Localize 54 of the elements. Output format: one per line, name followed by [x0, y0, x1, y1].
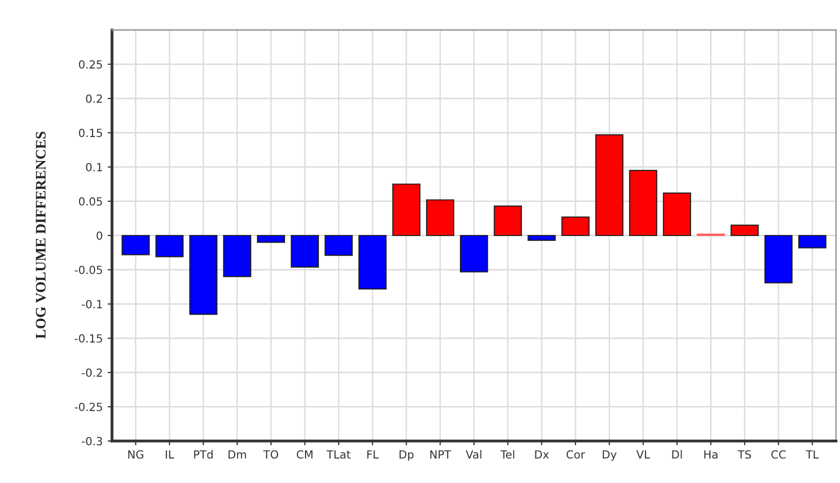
- bar: [662, 192, 692, 236]
- x-tick-label: Dy: [602, 450, 617, 461]
- x-tick-label: PTd: [194, 450, 213, 459]
- y-tick-label: -0.25: [74, 402, 102, 412]
- x-tick-label: TO: [263, 450, 278, 459]
- y-axis-title: LOG VOLUME DIFFERENCES: [36, 132, 46, 339]
- x-tick-label: CC: [771, 450, 786, 459]
- bar: [629, 170, 658, 236]
- bar: [223, 234, 252, 278]
- x-tick-label: Val: [466, 450, 482, 459]
- x-tick-label: IL: [166, 450, 174, 458]
- bar: [764, 234, 793, 284]
- x-tick-label: Dx: [535, 450, 549, 458]
- bar: [392, 184, 420, 236]
- y-tick-label: -0.3: [82, 436, 102, 446]
- y-tick-label: -0.1: [82, 300, 102, 308]
- y-tick-label: -0.15: [74, 334, 102, 343]
- x-tick-label: Dp: [400, 450, 414, 461]
- x-tick-label: Dm: [228, 450, 246, 458]
- x-tick-label: Tel: [500, 450, 514, 459]
- bar: [155, 234, 184, 258]
- bar: [189, 234, 218, 315]
- y-tick-label: 0.1: [86, 162, 102, 172]
- bar: [290, 234, 319, 268]
- bar: [528, 234, 556, 241]
- bar: [122, 234, 150, 256]
- y-tick-label: -0.05: [74, 266, 102, 274]
- x-tick-label: NG: [128, 450, 144, 459]
- bar: [358, 234, 387, 290]
- y-tick-label: 0.05: [78, 197, 102, 206]
- x-tick-label: TS: [738, 450, 751, 459]
- x-tick-label: NPT: [430, 450, 452, 458]
- bar: [324, 234, 353, 256]
- bar: [494, 205, 522, 236]
- bar: [426, 199, 454, 236]
- y-tick-label: 0.2: [86, 94, 102, 103]
- x-tick-label: Ha: [704, 450, 718, 459]
- bar: [798, 234, 826, 248]
- bar: [730, 224, 759, 236]
- bar: [595, 134, 624, 236]
- x-tick-label: VL: [636, 450, 650, 458]
- bar: [561, 216, 590, 236]
- x-tick-label: CM: [296, 450, 312, 459]
- x-tick-label: Dl: [672, 450, 682, 458]
- y-tick-label: 0.15: [78, 128, 102, 138]
- x-tick-label: Cor: [566, 450, 586, 459]
- bar: [256, 234, 286, 243]
- y-tick-label: -0.2: [82, 368, 102, 377]
- bar: [460, 234, 488, 272]
- x-tick-label: TLat: [326, 450, 350, 459]
- y-tick-label: 0.25: [78, 60, 102, 69]
- x-tick-label: TL: [806, 450, 819, 458]
- x-tick-label: FL: [367, 450, 379, 458]
- y-tick-label: 0: [96, 231, 102, 240]
